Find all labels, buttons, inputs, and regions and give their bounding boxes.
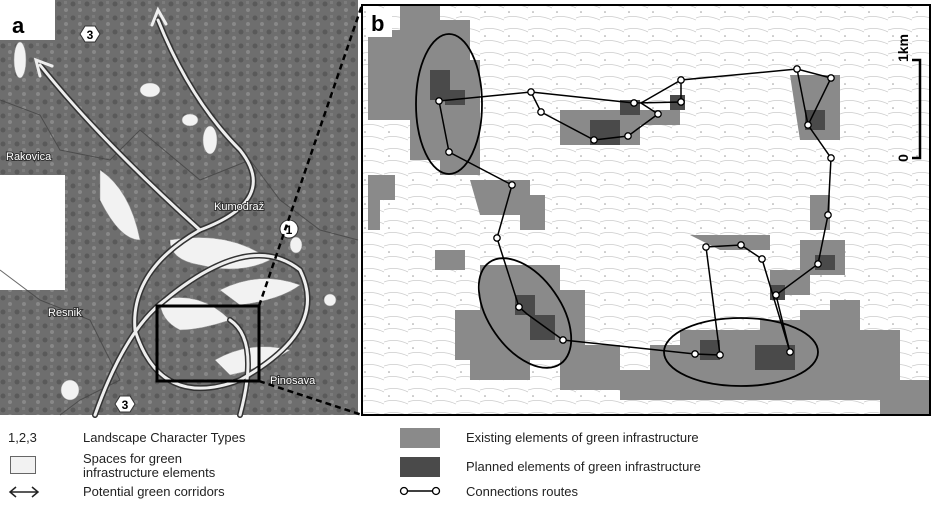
panel-b: b 1km 0 (362, 5, 930, 415)
legend-symbol: 1,2,3 (8, 431, 37, 445)
figure: a 3 1 3 Rakovica Kumodraž Resnik Pinosav… (0, 0, 932, 512)
scale-label: 1km (895, 34, 911, 62)
panel-label: a (12, 13, 25, 38)
type-marker: 3 (115, 396, 135, 412)
type-marker-label: 3 (87, 28, 94, 42)
panel-label: b (371, 11, 384, 36)
legend-arrow (8, 486, 40, 498)
legend-text: Potential green corridors (83, 485, 225, 499)
legend-text: Connections routes (466, 485, 578, 499)
maps: a 3 1 3 Rakovica Kumodraž Resnik Pinosav… (0, 0, 932, 420)
legend-text: Existing elements of green infrastructur… (466, 431, 699, 445)
legend-text: Planned elements of green infrastructure (466, 460, 701, 474)
type-marker: 3 (80, 26, 100, 42)
place-label: Kumodraž (214, 201, 264, 213)
legend-text: Spaces for green infrastructure elements (83, 452, 223, 480)
legend-swatch (10, 456, 36, 474)
panel-a: a 3 1 3 Rakovica Kumodraž Resnik Pinosav… (0, 0, 358, 415)
type-marker-label: 3 (122, 398, 129, 412)
legend-swatch (400, 457, 440, 477)
legend-route (398, 484, 442, 498)
scale-label: 0 (895, 154, 911, 162)
place-label: Resnik (48, 307, 82, 319)
legend-text: Landscape Character Types (83, 431, 245, 445)
place-label: Pinosava (270, 375, 316, 387)
legend-swatch (400, 428, 440, 448)
place-label: Rakovica (6, 151, 52, 163)
